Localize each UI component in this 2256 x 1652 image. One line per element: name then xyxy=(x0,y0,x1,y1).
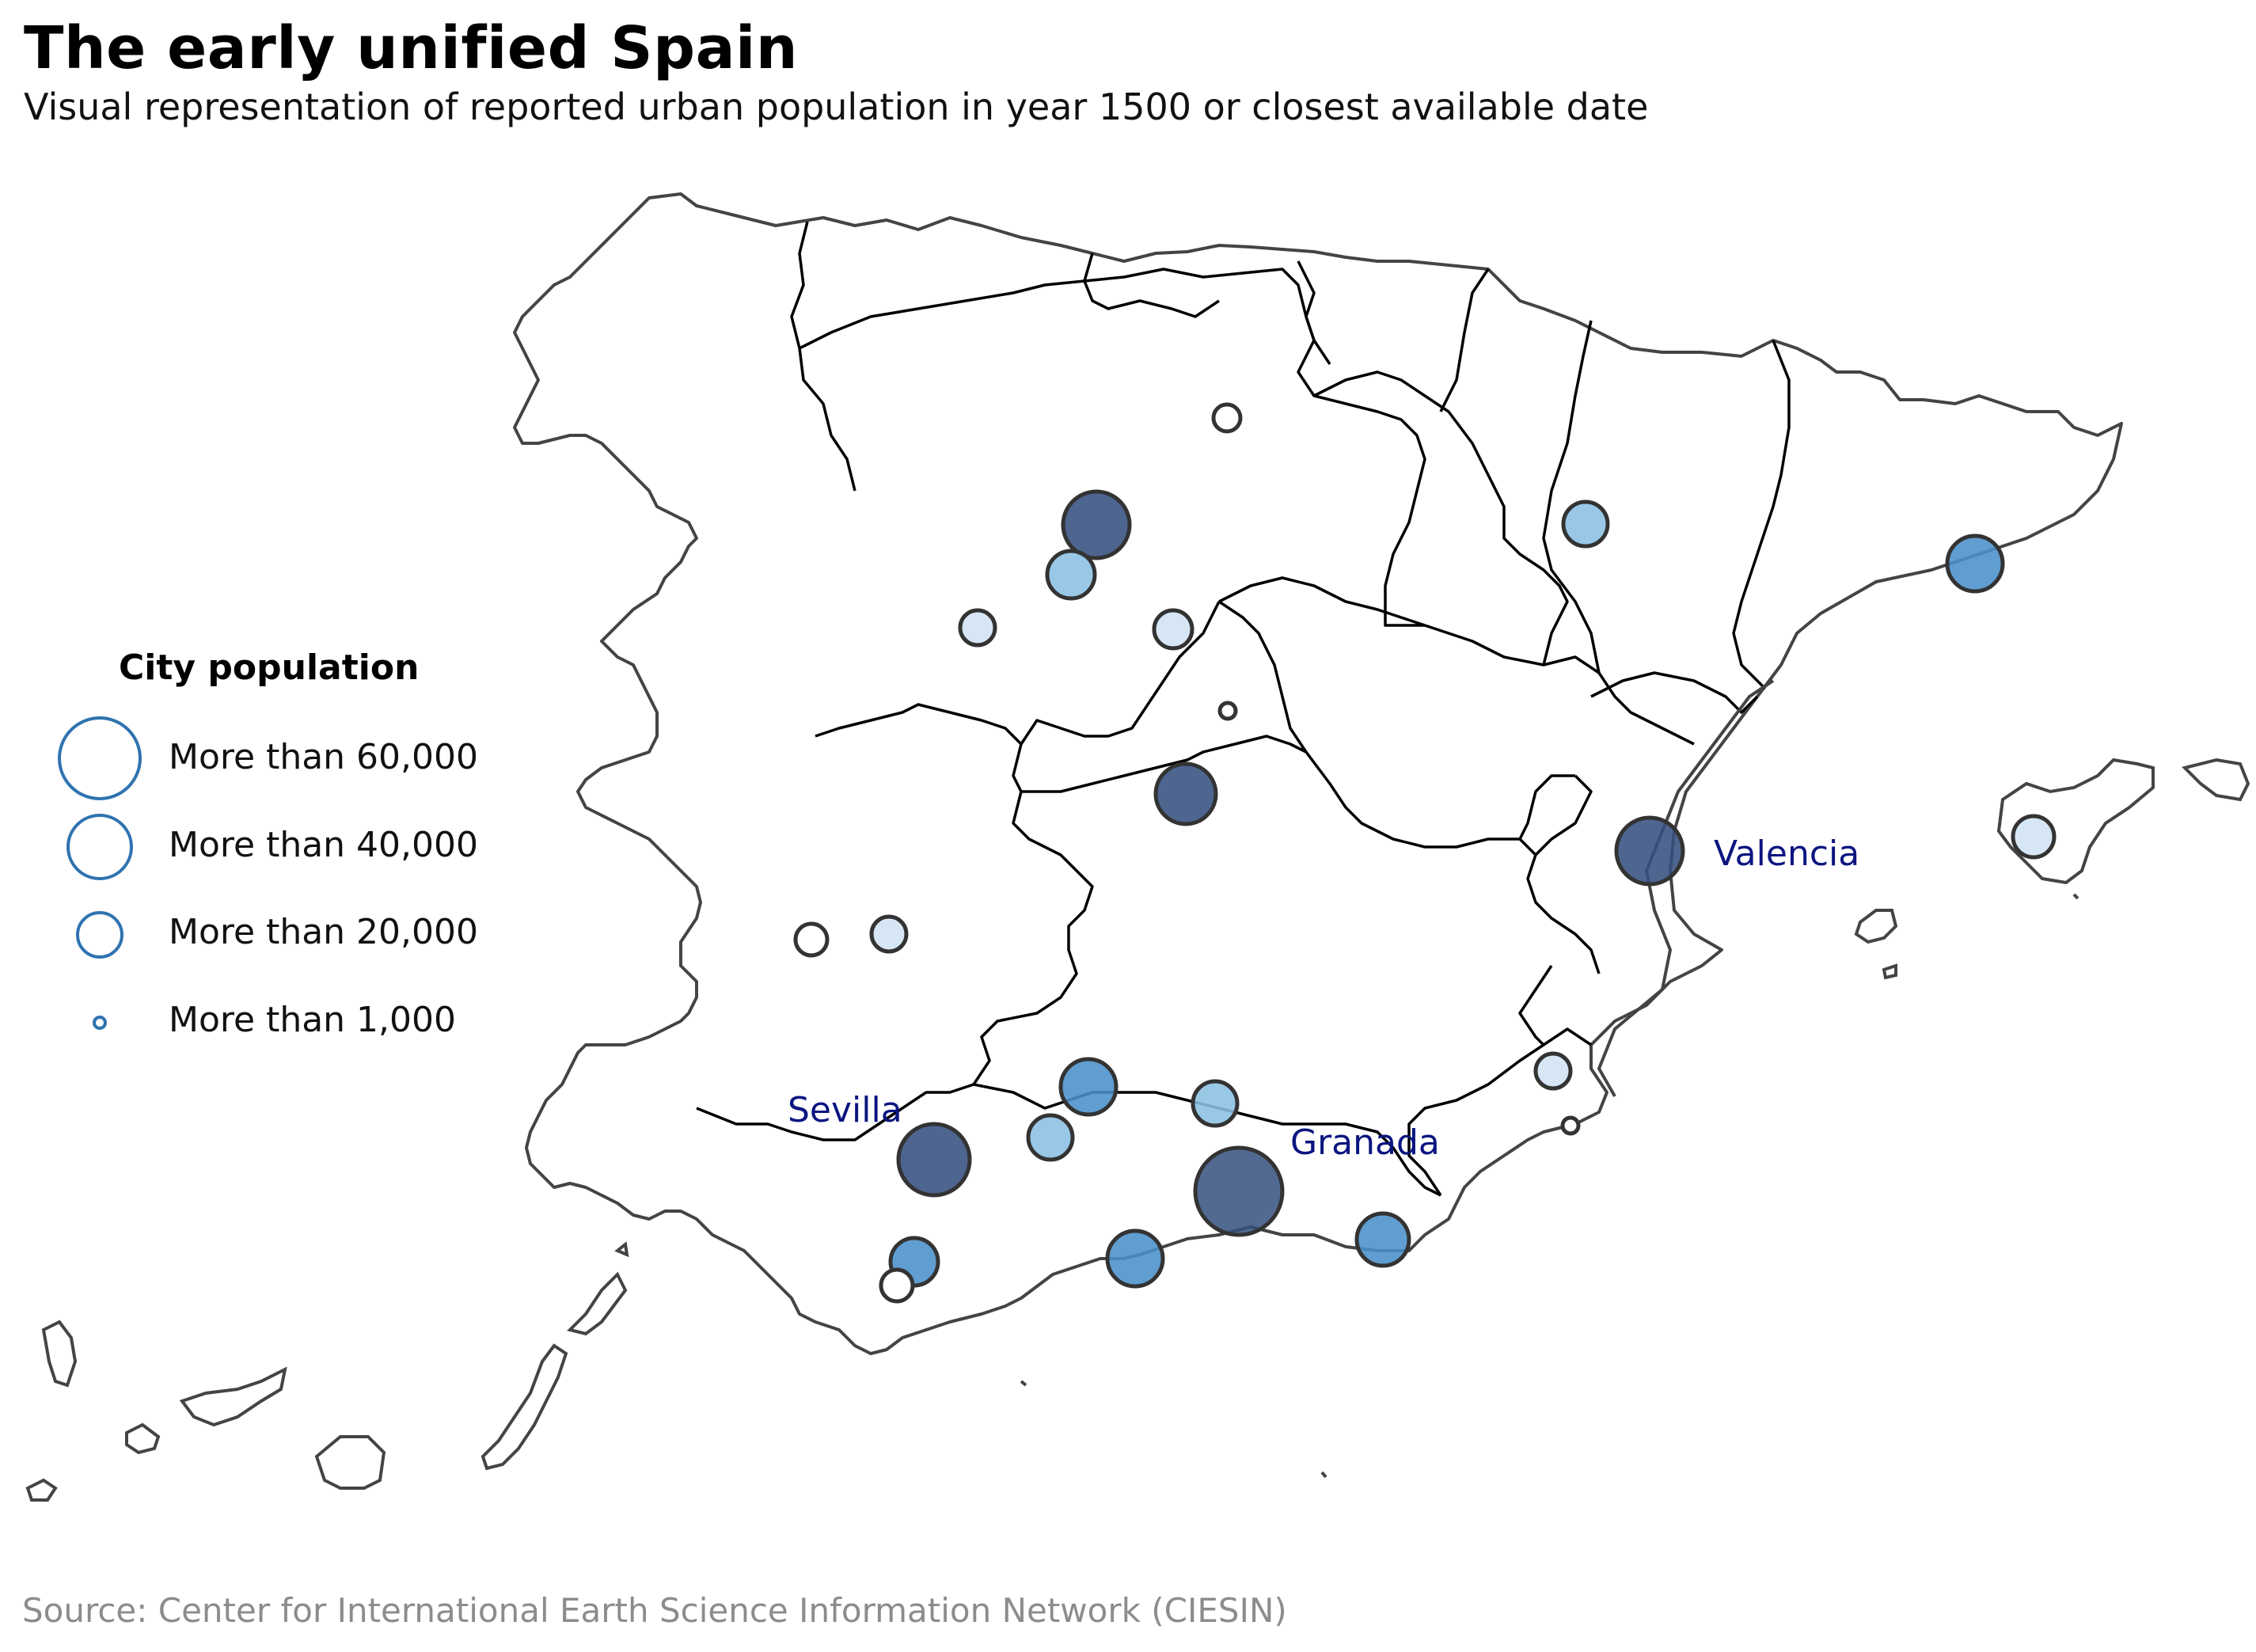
city-almeria xyxy=(1354,1211,1411,1268)
city-cadiz xyxy=(879,1267,915,1304)
city-malaga xyxy=(1105,1229,1165,1289)
chafarinas-islet xyxy=(1020,1380,1027,1387)
city-granada xyxy=(1193,1145,1285,1237)
east-coast-line xyxy=(1597,679,1775,1097)
legend-rings xyxy=(58,716,142,1030)
city-merida xyxy=(869,914,909,954)
legend-title: City population xyxy=(119,648,420,688)
legend-label-1k: More than 1,000 xyxy=(169,1000,456,1040)
source-note: Source: Center for International Earth S… xyxy=(22,1591,1287,1630)
mainland-outline xyxy=(513,192,2123,1355)
balearic-islands xyxy=(1854,758,2250,980)
city-burgos xyxy=(1211,402,1243,434)
canary-islands xyxy=(25,1241,629,1502)
legend-ring-1k xyxy=(93,1016,107,1030)
region-borders xyxy=(696,221,1791,1197)
city-salamanca xyxy=(958,608,997,648)
map-title: The early unified Spain xyxy=(24,14,799,82)
city-sevilla xyxy=(896,1122,972,1198)
city-barcelona xyxy=(1945,534,2005,594)
city-murcia xyxy=(1533,1051,1573,1091)
legend-ring-40k xyxy=(66,814,133,880)
legend-label-20k: More than 20,000 xyxy=(169,912,478,952)
city-label-valencia: Valencia xyxy=(1714,834,1860,874)
city-markers xyxy=(793,402,2057,1304)
legend-label-40k: More than 40,000 xyxy=(169,825,478,865)
city-cordoba xyxy=(1058,1057,1119,1117)
city-label-granada: Granada xyxy=(1290,1122,1440,1163)
legend-ring-20k xyxy=(76,911,123,959)
legend-ring-60k xyxy=(58,716,142,800)
city-zaragoza xyxy=(1561,499,1610,549)
city-badajoz xyxy=(793,921,830,958)
city-madrid xyxy=(1217,701,1238,721)
city-toledo xyxy=(1153,761,1218,826)
city-palma xyxy=(2011,814,2057,860)
city-segovia xyxy=(1152,608,1194,651)
map-subtitle: Visual representation of reported urban … xyxy=(24,85,1649,128)
city-label-sevilla: Sevilla xyxy=(788,1090,902,1130)
city-jaen xyxy=(1191,1079,1240,1128)
city-valencia xyxy=(1614,815,1685,887)
city-ecija xyxy=(1026,1113,1075,1162)
alboran-islet xyxy=(1320,1471,1327,1479)
city-medina xyxy=(1045,549,1097,601)
city-cartagena xyxy=(1560,1115,1581,1136)
city-valladolid xyxy=(1061,489,1132,560)
legend-label-60k: More than 60,000 xyxy=(169,737,478,777)
